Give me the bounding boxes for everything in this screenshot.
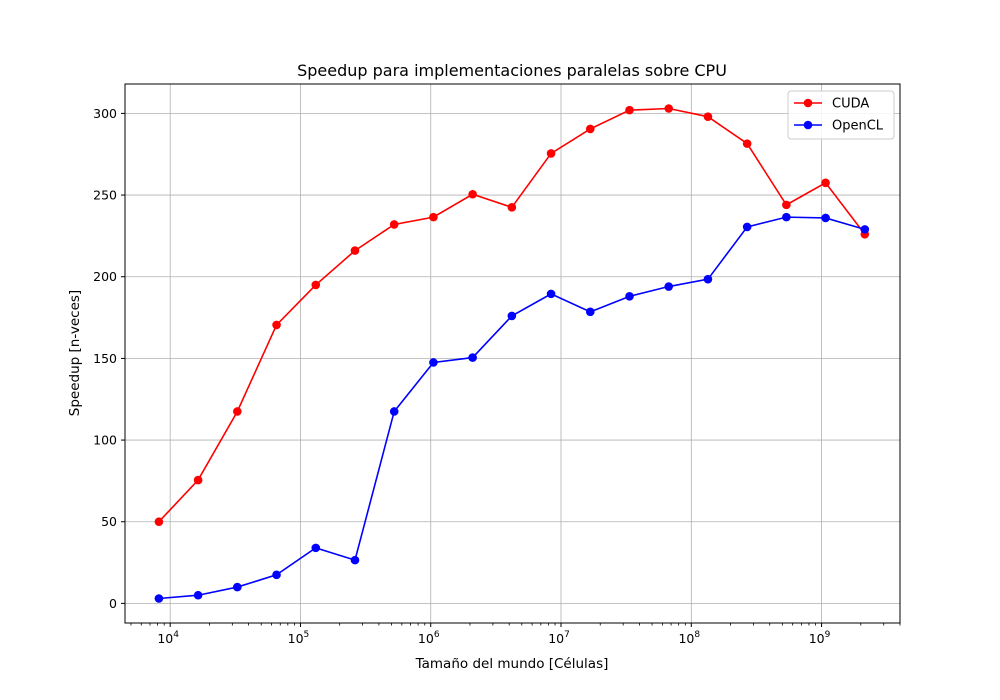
data-point bbox=[664, 282, 674, 291]
y-tick-label: 50 bbox=[101, 514, 117, 529]
data-point bbox=[350, 246, 360, 255]
data-point bbox=[389, 407, 399, 416]
data-point bbox=[507, 311, 517, 321]
y-axis-label: Speedup [n-veces] bbox=[67, 290, 83, 416]
data-point bbox=[782, 200, 791, 210]
series-layer bbox=[154, 104, 870, 603]
x-tick-label: 109 bbox=[809, 630, 831, 646]
data-point bbox=[821, 213, 830, 223]
data-point bbox=[821, 178, 830, 188]
x-tick-label: 105 bbox=[288, 630, 310, 646]
data-point bbox=[742, 222, 752, 232]
y-tick-label: 300 bbox=[93, 106, 117, 121]
data-point bbox=[311, 543, 321, 553]
x-tick-label: 108 bbox=[678, 630, 700, 646]
series-opencl bbox=[154, 212, 870, 603]
y-tick-label: 0 bbox=[109, 596, 117, 611]
data-point bbox=[664, 104, 674, 113]
data-point bbox=[389, 220, 399, 229]
legend: CUDA OpenCL bbox=[787, 90, 895, 140]
legend-label: OpenCL bbox=[832, 119, 884, 134]
x-tick-label: 104 bbox=[157, 630, 179, 646]
data-point bbox=[742, 139, 752, 148]
legend-label: CUDA bbox=[832, 97, 869, 112]
legend-marker bbox=[803, 98, 813, 108]
data-point bbox=[782, 212, 791, 222]
data-point bbox=[468, 353, 477, 362]
y-tick-label: 200 bbox=[93, 269, 117, 284]
y-tick-label: 100 bbox=[93, 433, 117, 448]
legend-marker bbox=[803, 120, 813, 130]
data-point bbox=[625, 292, 634, 301]
series-cuda bbox=[154, 104, 870, 527]
data-point bbox=[585, 307, 595, 317]
data-point bbox=[625, 105, 634, 115]
x-axis: 104 105 106 107 108 109 bbox=[130, 623, 901, 646]
data-point bbox=[703, 274, 713, 284]
data-point bbox=[193, 475, 203, 485]
data-point bbox=[429, 358, 438, 367]
data-point bbox=[585, 124, 595, 134]
y-tick-label: 150 bbox=[93, 351, 117, 366]
chart-title: Speedup para implementaciones paralelas … bbox=[297, 61, 727, 80]
x-tick-label: 106 bbox=[418, 630, 440, 646]
plot-frame bbox=[124, 83, 901, 624]
data-point bbox=[272, 320, 281, 330]
data-point bbox=[507, 203, 517, 212]
data-point bbox=[860, 225, 870, 234]
y-tick-label: 250 bbox=[93, 188, 117, 203]
data-point bbox=[193, 590, 203, 600]
data-point bbox=[233, 407, 242, 416]
grid bbox=[125, 84, 900, 623]
data-point bbox=[272, 570, 281, 580]
data-point bbox=[703, 112, 713, 121]
data-point bbox=[468, 189, 477, 199]
data-point bbox=[154, 517, 164, 527]
x-tick-label: 107 bbox=[548, 630, 570, 646]
data-point bbox=[233, 582, 242, 592]
y-axis: 0 50 100 150 200 250 300 bbox=[93, 106, 125, 611]
data-point bbox=[429, 212, 438, 222]
data-point bbox=[350, 555, 360, 565]
data-point bbox=[311, 280, 321, 290]
x-axis-label: Tamaño del mundo [Células] bbox=[415, 656, 609, 672]
data-point bbox=[154, 594, 164, 603]
data-point bbox=[546, 289, 556, 299]
data-point bbox=[546, 149, 556, 158]
